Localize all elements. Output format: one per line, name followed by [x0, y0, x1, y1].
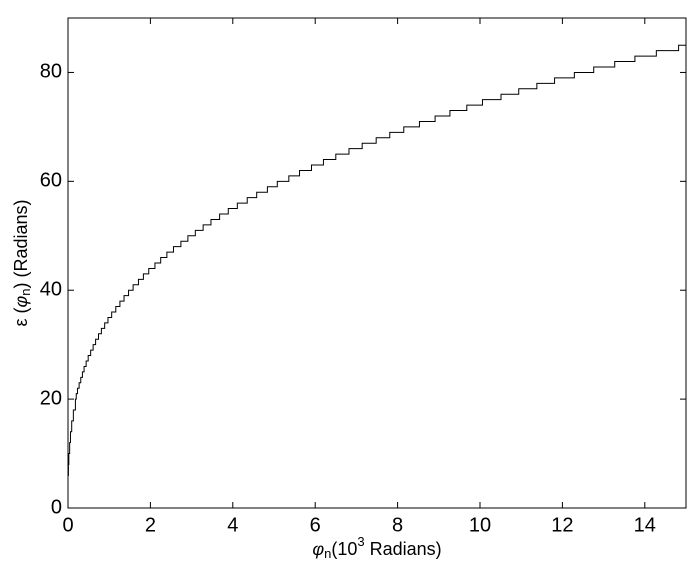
x-label-sub: n	[324, 546, 331, 561]
x-tick-label: 12	[551, 514, 573, 536]
x-label-text: Radians)	[365, 539, 442, 559]
y-tick-label: 0	[51, 496, 62, 518]
y-label-text: ) (Radians)	[11, 199, 31, 288]
x-tick-label: 2	[145, 514, 156, 536]
y-label-symbol: φ	[11, 295, 31, 307]
y-tick-label: 80	[40, 61, 62, 83]
y-tick-label: 60	[40, 170, 62, 192]
x-label-sup: 3	[357, 534, 364, 549]
x-label-symbol: φ	[312, 539, 324, 559]
x-tick-label: 4	[227, 514, 238, 536]
y-label-text: ε (	[11, 307, 31, 326]
y-tick-label: 40	[40, 279, 62, 301]
step-line	[67, 44, 686, 476]
y-tick-label: 20	[40, 387, 62, 409]
y-label-sub: n	[18, 289, 33, 296]
x-label-text: (10	[331, 539, 357, 559]
x-tick-label: 14	[634, 514, 656, 536]
x-tick-label: 8	[392, 514, 403, 536]
y-axis-label: ε (φn) (Radians)	[11, 199, 34, 326]
x-tick-label: 0	[62, 514, 73, 536]
plot-frame	[67, 17, 687, 509]
x-tick-label: 6	[310, 514, 321, 536]
x-axis-label: φn(103 Radians)	[312, 534, 441, 561]
x-tick-label: 10	[469, 514, 491, 536]
